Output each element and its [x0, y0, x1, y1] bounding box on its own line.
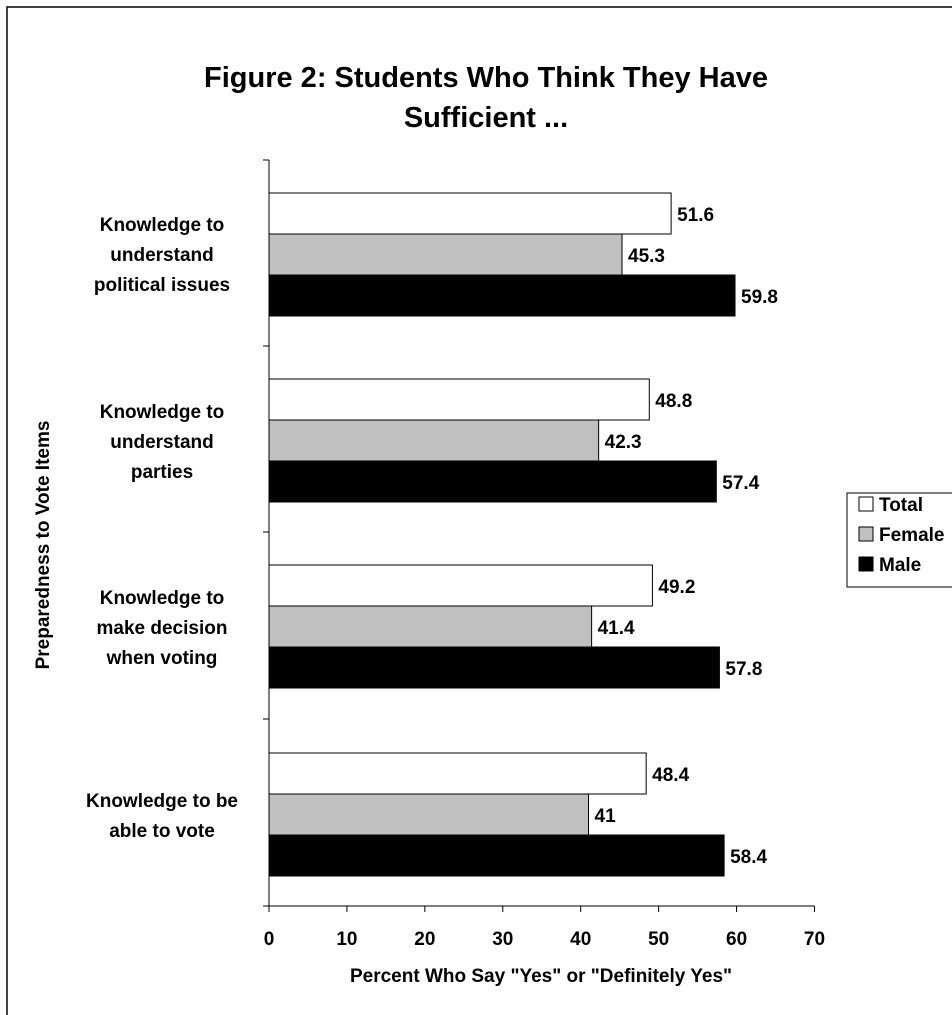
bar-female — [268, 419, 600, 462]
bar-value-label: 42.3 — [605, 432, 642, 453]
bar-female — [268, 233, 623, 276]
bar-value-label: 41 — [595, 806, 617, 827]
chart-title: Figure 2: Students Who Think They Have Su… — [204, 62, 768, 134]
bar-total — [268, 192, 672, 235]
x-tick-label: 70 — [804, 929, 825, 950]
bar-value-label: 45.3 — [628, 246, 665, 267]
category-label: understand — [110, 245, 213, 266]
chart-title-line: Figure 2: Students Who Think They Have — [204, 62, 768, 94]
legend-swatch-total — [858, 496, 874, 512]
x-tick-label: 50 — [648, 929, 669, 950]
y-axis-label: Preparedness to Vote Items — [33, 421, 54, 670]
category-label: Knowledge to — [100, 402, 225, 423]
bar-value-label: 49.2 — [658, 577, 695, 598]
x-tick-label: 20 — [414, 929, 435, 950]
x-tick-label: 40 — [570, 929, 591, 950]
bar-value-label: 58.4 — [730, 847, 767, 868]
bar-value-label: 57.8 — [725, 659, 762, 680]
y-axis-title: Preparedness to Vote Items — [33, 421, 54, 670]
bar-male — [268, 646, 720, 689]
bar-male — [268, 834, 725, 877]
bar-female — [268, 605, 593, 648]
x-tick-label: 30 — [492, 929, 513, 950]
x-axis-title: Percent Who Say "Yes" or "Definitely Yes… — [350, 966, 732, 987]
bar-value-label: 48.8 — [655, 391, 692, 412]
bar-male — [268, 460, 717, 503]
category-label: able to vote — [109, 821, 215, 842]
legend-swatch-male — [858, 556, 874, 572]
legend-label-total: Total — [879, 495, 923, 516]
x-tick-label: 60 — [726, 929, 747, 950]
x-tick-label: 0 — [264, 929, 275, 950]
category-label: political issues — [94, 275, 230, 296]
bar-value-label: 57.4 — [722, 473, 759, 494]
x-tick-label: 10 — [336, 929, 357, 950]
legend-label-male: Male — [879, 555, 921, 576]
bar-female — [268, 793, 590, 836]
x-axis-label: Percent Who Say "Yes" or "Definitely Yes… — [350, 966, 732, 987]
legend: Total Female Male — [846, 492, 952, 588]
category-label: make decision — [97, 618, 228, 639]
category-label: Knowledge to — [100, 215, 225, 236]
bar-male — [268, 274, 736, 317]
bar-total — [268, 564, 653, 607]
category-label: parties — [131, 462, 193, 483]
category-label: when voting — [106, 648, 218, 669]
bars: 51.6 45.3 59.8 48.8 42.3 57.4 49.2 41.4 57.8 48.4… — [268, 192, 778, 877]
bar-value-label: 51.6 — [677, 205, 714, 226]
bar-value-label: 41.4 — [598, 618, 635, 639]
chart-title-line: Sufficient ... — [404, 102, 568, 134]
category-label: understand — [110, 432, 213, 453]
bar-total — [268, 378, 650, 421]
legend-swatch-female — [858, 526, 874, 542]
bar-value-label: 48.4 — [652, 765, 689, 786]
legend-label-female: Female — [879, 525, 944, 546]
category-labels: Knowledge to understand political issues Kn… — [86, 215, 238, 842]
bar-total — [268, 752, 647, 795]
category-label: Knowledge to be — [86, 791, 238, 812]
category-label: Knowledge to — [100, 588, 225, 609]
bar-value-label: 59.8 — [741, 287, 778, 308]
